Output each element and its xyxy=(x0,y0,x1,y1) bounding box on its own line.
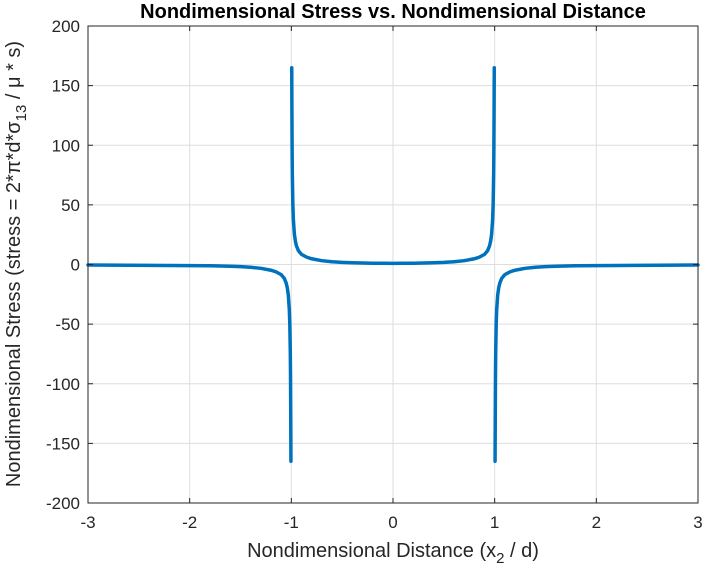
x-axis-label: Nondimensional Distance (x2 / d) xyxy=(247,540,539,567)
stress-curve-segment-3 xyxy=(493,263,700,464)
x-tick-label: -1 xyxy=(284,513,299,532)
y-tick-label: -200 xyxy=(46,494,80,513)
y-axis-label: Nondimensional Stress (stress = 2*π*d*σ1… xyxy=(3,41,30,487)
y-tick-label: -150 xyxy=(46,434,80,453)
y-tick-label: 50 xyxy=(61,196,80,215)
curve-layer xyxy=(86,65,700,464)
tick-layer: -3 -2 -1 0 1 2 3 -200 -150 -100 -50 0 50 100 150 200 xyxy=(46,17,703,532)
chart-title: Nondimensional Stress vs. Nondimensional… xyxy=(140,1,646,23)
y-tick-label: 150 xyxy=(52,77,80,96)
stress-curve-segment-2 xyxy=(289,65,497,266)
y-tick-label: 100 xyxy=(52,136,80,155)
y-tick-label: 200 xyxy=(52,17,80,36)
x-tick-label: 0 xyxy=(388,513,397,532)
x-tick-label: -3 xyxy=(80,513,95,532)
x-tick-label: -2 xyxy=(182,513,197,532)
x-tick-label: 3 xyxy=(693,513,702,532)
x-tick-label: 1 xyxy=(490,513,499,532)
y-tick-label: 0 xyxy=(71,256,80,275)
stress-curve-segment-1 xyxy=(86,263,293,464)
y-tick-label: -50 xyxy=(55,315,80,334)
y-tick-label: -100 xyxy=(46,375,80,394)
x-tick-label: 2 xyxy=(592,513,601,532)
